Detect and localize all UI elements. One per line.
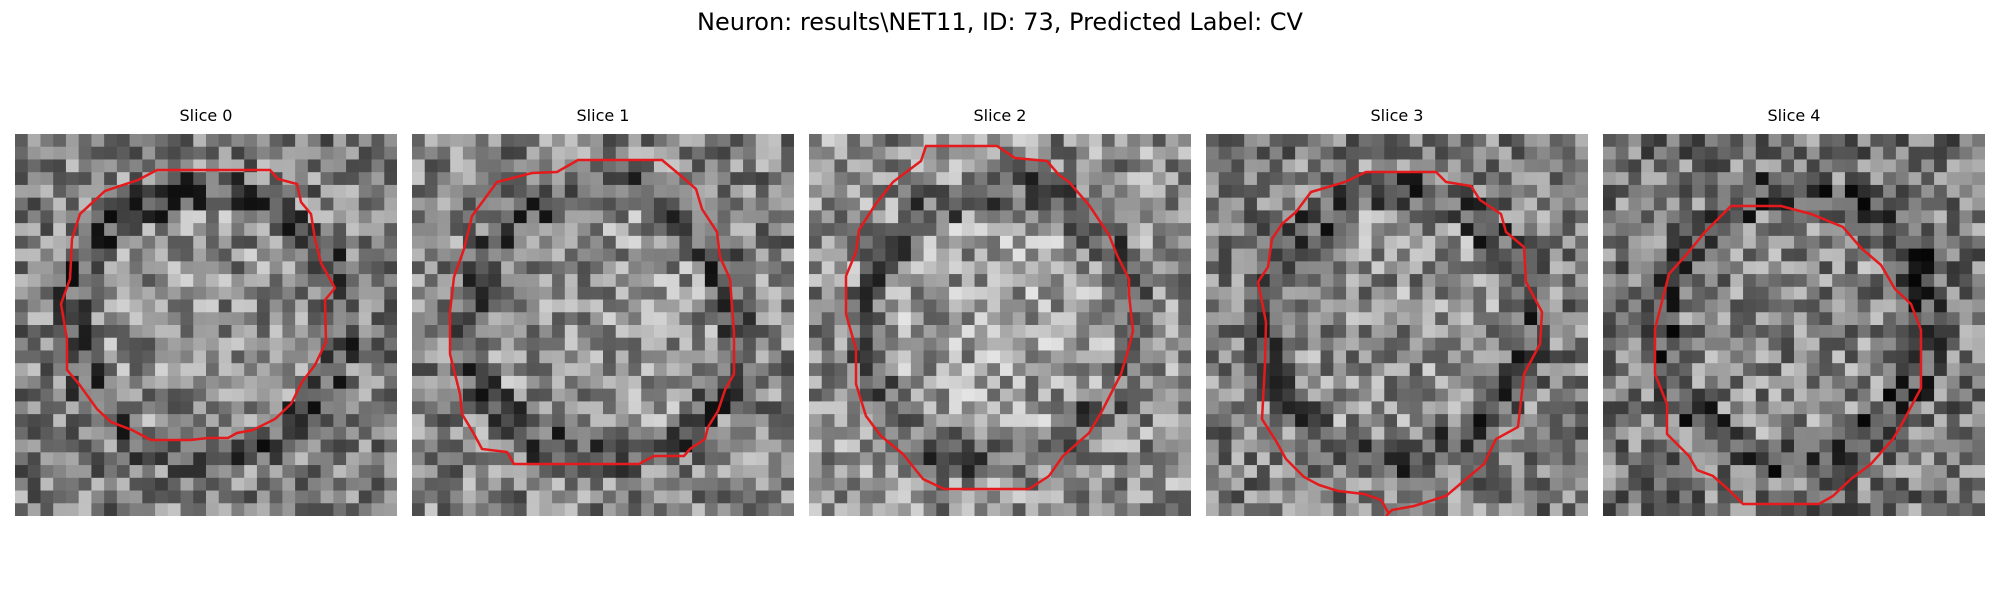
slice-title-1: Slice 1 xyxy=(412,106,794,126)
slice-image-0 xyxy=(15,134,397,516)
slice-panel-3: Slice 3 xyxy=(1206,106,1588,516)
slice-pixels-1 xyxy=(412,134,794,516)
slice-image-3 xyxy=(1206,134,1588,516)
slice-pixels-0 xyxy=(15,134,397,516)
slice-image-4 xyxy=(1603,134,1985,516)
slice-image-1 xyxy=(412,134,794,516)
slice-image-2 xyxy=(809,134,1191,516)
slice-title-4: Slice 4 xyxy=(1603,106,1985,126)
figure-title: Neuron: results\NET11, ID: 73, Predicted… xyxy=(0,6,2000,38)
slice-panel-4: Slice 4 xyxy=(1603,106,1985,516)
slice-pixels-2 xyxy=(809,134,1191,516)
slice-panel-0: Slice 0 xyxy=(15,106,397,516)
slice-pixels-3 xyxy=(1206,134,1588,516)
slice-pixels-4 xyxy=(1603,134,1985,516)
slice-panel-2: Slice 2 xyxy=(809,106,1191,516)
slice-title-0: Slice 0 xyxy=(15,106,397,126)
slice-panel-1: Slice 1 xyxy=(412,106,794,516)
slice-title-2: Slice 2 xyxy=(809,106,1191,126)
slice-title-3: Slice 3 xyxy=(1206,106,1588,126)
